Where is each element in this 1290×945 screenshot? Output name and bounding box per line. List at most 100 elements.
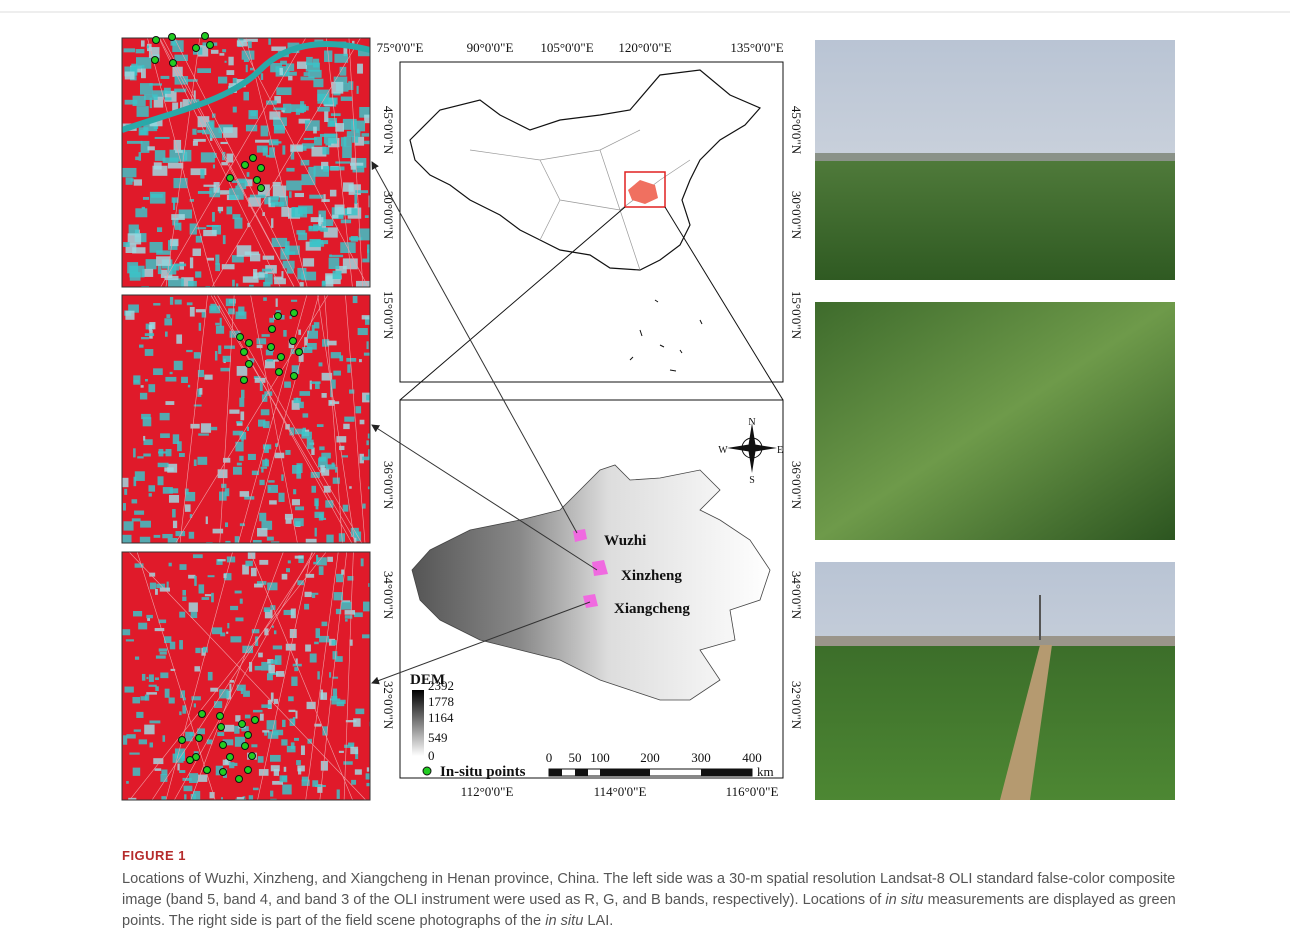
texture — [194, 666, 200, 671]
texture — [355, 406, 361, 413]
texture — [367, 249, 379, 259]
texture — [139, 739, 147, 744]
in-situ-point — [227, 754, 234, 761]
texture — [267, 537, 274, 541]
texture — [311, 486, 316, 493]
in-situ-point — [152, 57, 159, 64]
texture — [279, 493, 285, 502]
texture — [282, 574, 288, 580]
texture — [259, 513, 266, 522]
texture — [280, 61, 287, 65]
texture — [280, 68, 283, 75]
texture — [270, 791, 273, 797]
texture — [319, 362, 323, 366]
texture — [218, 469, 228, 478]
texture — [170, 297, 173, 305]
texture — [336, 436, 346, 442]
texture — [333, 689, 337, 699]
in-situ-point — [220, 769, 227, 776]
texture — [141, 69, 146, 79]
texture — [170, 488, 179, 493]
texture — [156, 256, 171, 266]
texture — [284, 381, 291, 387]
texture — [175, 300, 182, 305]
texture — [326, 535, 333, 544]
texture — [266, 100, 277, 104]
in-situ-point — [241, 349, 248, 356]
texture — [322, 622, 328, 627]
texture — [125, 72, 135, 80]
legend-tick: 2392 — [428, 678, 454, 693]
texture — [159, 620, 167, 624]
texture — [165, 401, 174, 405]
texture — [213, 529, 224, 534]
texture — [294, 398, 301, 403]
texture — [129, 800, 135, 810]
texture — [153, 368, 163, 375]
texture — [296, 109, 300, 115]
in-situ-point — [252, 717, 259, 724]
texture — [211, 593, 214, 602]
texture — [155, 589, 158, 595]
texture — [185, 492, 195, 501]
texture — [181, 377, 188, 383]
texture — [294, 738, 299, 741]
compass-label: N — [748, 417, 755, 428]
texture — [281, 474, 283, 481]
texture — [266, 155, 270, 157]
texture — [259, 480, 264, 485]
texture — [341, 97, 353, 101]
texture — [143, 197, 149, 200]
texture — [203, 185, 215, 187]
texture — [342, 455, 348, 457]
texture — [150, 583, 156, 590]
texture — [124, 687, 133, 693]
texture — [132, 518, 141, 521]
texture — [311, 217, 324, 222]
texture — [280, 775, 288, 782]
texture — [126, 781, 129, 784]
texture — [223, 235, 226, 244]
texture — [366, 341, 368, 349]
texture — [194, 576, 197, 586]
texture — [246, 125, 257, 132]
texture — [345, 619, 348, 621]
in-situ-point — [242, 162, 249, 169]
texture — [271, 660, 278, 664]
texture — [249, 285, 254, 294]
texture — [266, 359, 273, 361]
texture — [233, 467, 242, 475]
satellite-panel — [122, 38, 380, 296]
texture — [313, 79, 323, 88]
texture — [195, 271, 201, 277]
texture — [261, 467, 268, 469]
compass-label: E — [777, 445, 783, 456]
texture — [355, 769, 362, 774]
texture — [257, 146, 268, 153]
texture — [288, 560, 291, 563]
texture — [264, 607, 270, 612]
in-situ-point — [239, 721, 246, 728]
texture — [220, 190, 230, 194]
texture — [348, 81, 353, 90]
texture — [354, 194, 357, 204]
texture — [149, 720, 160, 723]
texture — [194, 459, 197, 466]
in-situ-point — [199, 711, 206, 718]
dem-colorbar — [412, 690, 424, 756]
texture — [273, 182, 281, 186]
texture — [145, 349, 154, 356]
texture — [343, 761, 352, 764]
texture — [149, 674, 154, 682]
texture — [276, 671, 284, 677]
lat-label: 32°0'0"N — [789, 681, 804, 730]
texture — [224, 725, 234, 732]
texture — [336, 574, 343, 582]
texture — [164, 318, 172, 325]
texture — [335, 123, 344, 132]
texture — [244, 59, 249, 62]
texture — [174, 264, 186, 267]
texture — [196, 309, 206, 312]
in-situ-point — [258, 165, 265, 172]
texture — [145, 379, 148, 381]
